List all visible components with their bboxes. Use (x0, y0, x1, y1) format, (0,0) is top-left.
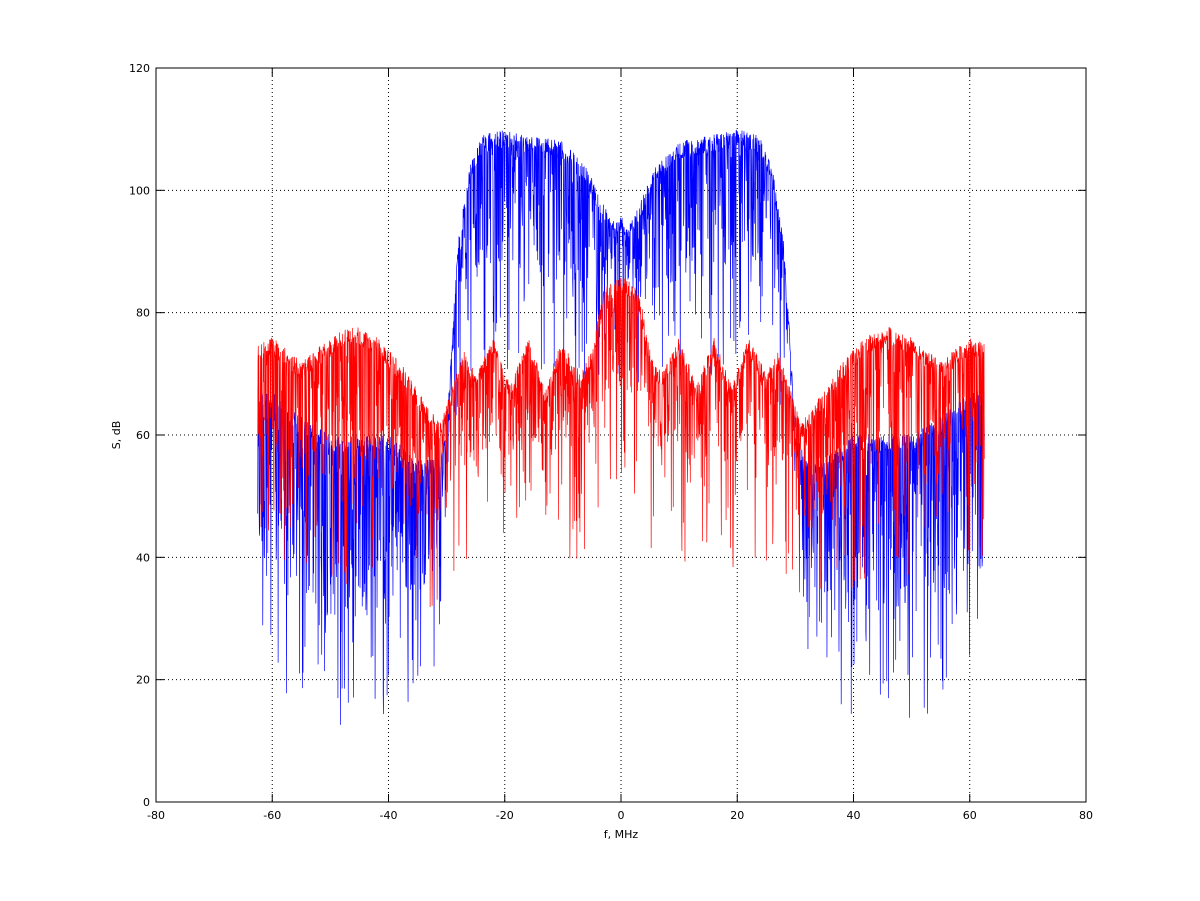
x-tick-label: -20 (496, 809, 514, 822)
y-tick-label: 80 (136, 307, 150, 320)
series-line-2 (257, 278, 985, 618)
x-tick-label: 80 (1079, 809, 1093, 822)
x-tick-label: -80 (147, 809, 165, 822)
y-tick-label: 120 (129, 62, 150, 75)
y-tick-label: 60 (136, 429, 150, 442)
x-tick-label: -40 (380, 809, 398, 822)
x-tick-label: 20 (730, 809, 744, 822)
x-tick-label: 0 (618, 809, 625, 822)
x-tick-label: 60 (963, 809, 977, 822)
y-tick-label: 100 (129, 184, 150, 197)
x-axis-label: f, MHz (604, 828, 639, 841)
series-line-1 (257, 129, 985, 725)
x-tick-label: 40 (847, 809, 861, 822)
y-tick-label: 0 (143, 796, 150, 809)
y-tick-label: 40 (136, 551, 150, 564)
x-tick-label: -60 (263, 809, 281, 822)
y-tick-label: 20 (136, 674, 150, 687)
series-layer (257, 129, 985, 725)
ticks: -80 -60 -40 -20 0 20 40 60 80 0 20 40 60 80 100 120 (129, 62, 1093, 822)
y-axis-label: S, dB (110, 421, 123, 450)
